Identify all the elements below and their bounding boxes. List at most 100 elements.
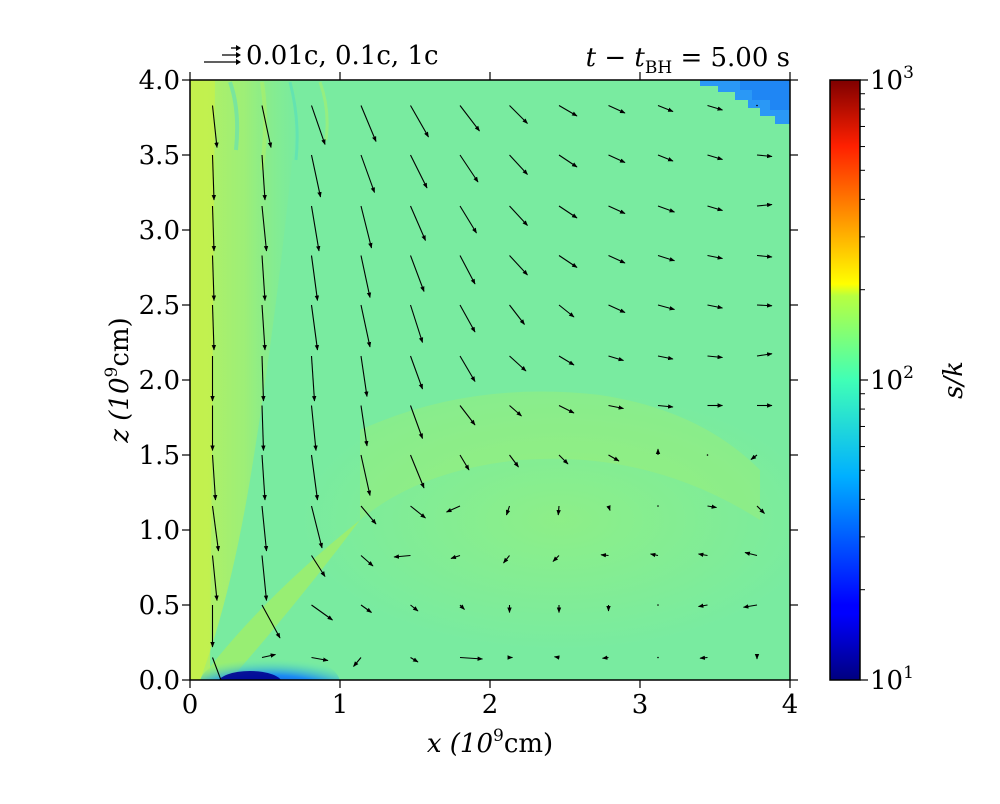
velocity-arrow	[558, 304, 575, 318]
y-tick-label: 0.5	[139, 591, 180, 621]
velocity-arrow	[410, 657, 419, 663]
velocity-arrow	[459, 656, 484, 661]
velocity-arrow	[261, 653, 277, 659]
velocity-arrow	[261, 555, 269, 602]
velocity-arrow	[707, 354, 724, 360]
colorbar-tick-1000: 103	[870, 63, 914, 96]
vector-key: 0.01c, 0.1c, 1c	[204, 41, 439, 71]
y-tick-label: 3.0	[139, 216, 180, 246]
velocity-arrow	[744, 551, 758, 557]
y-tick-label: 2.5	[139, 291, 180, 321]
axis-jet-core	[190, 80, 215, 680]
velocity-arrow	[608, 404, 625, 410]
velocity-arrow	[509, 255, 528, 276]
velocity-arrow	[657, 104, 674, 113]
velocity-arrow	[211, 454, 218, 501]
velocity-arrow	[459, 304, 476, 333]
velocity-arrow	[756, 303, 773, 308]
velocity-arrow	[706, 454, 709, 456]
velocity-arrow	[261, 304, 267, 351]
velocity-arrow	[553, 655, 560, 660]
velocity-arrow	[310, 505, 323, 549]
velocity-arrow	[558, 255, 578, 268]
velocity-arrow	[558, 355, 575, 366]
velocity-arrow	[657, 604, 659, 606]
velocity-arrow	[393, 554, 411, 559]
velocity-arrow	[211, 505, 221, 552]
velocity-arrow	[608, 205, 626, 215]
y-tick-labels: 0.0 0.5 1.0 1.5 2.0 2.5 3.0 3.5 4.0	[139, 66, 180, 696]
velocity-arrow	[657, 304, 676, 311]
velocity-arrow	[558, 405, 575, 414]
velocity-arrow	[657, 656, 659, 659]
velocity-arrow	[459, 355, 476, 382]
velocity-arrow	[657, 355, 674, 361]
velocity-arrow	[360, 454, 372, 497]
x-tick-label: 4	[782, 690, 799, 720]
velocity-arrow	[310, 405, 318, 452]
velocity-arrow	[450, 554, 461, 560]
velocity-arrow	[360, 405, 369, 447]
key-arrowheads	[236, 45, 241, 65]
velocity-arrow	[311, 656, 329, 662]
velocity-arrow	[459, 105, 480, 132]
velocity-arrow	[353, 657, 362, 667]
y-axis-label: z (109cm)	[102, 317, 135, 443]
velocity-arrow	[360, 304, 372, 348]
velocity-arrow	[409, 255, 425, 293]
x-tick-label: 2	[482, 690, 499, 720]
velocity-arrow	[310, 205, 321, 252]
velocity-field	[210, 104, 773, 680]
velocity-arrow	[261, 505, 269, 552]
velocity-arrow	[756, 104, 758, 107]
velocity-arrow	[261, 105, 273, 149]
velocity-arrow	[459, 405, 476, 426]
colorbar-major-ticks	[860, 79, 868, 681]
colorbar-gradient	[830, 80, 860, 680]
velocity-arrow	[360, 105, 377, 143]
velocity-arrow	[608, 355, 625, 362]
velocity-arrow	[409, 454, 425, 489]
velocity-arrow	[707, 254, 724, 260]
entropy-field	[190, 80, 790, 680]
velocity-arrow	[742, 604, 758, 609]
velocity-arrow	[608, 154, 626, 164]
velocity-arrow	[558, 205, 578, 219]
colorbar-label: s/k	[939, 361, 969, 399]
velocity-arrow	[649, 552, 659, 558]
velocity-arrow	[608, 104, 626, 114]
velocity-arrow	[505, 505, 511, 516]
velocity-arrow	[503, 555, 510, 564]
velocity-arrow	[261, 154, 267, 201]
velocity-arrow	[310, 454, 320, 501]
velocity-arrow	[558, 454, 569, 465]
velocity-arrow	[310, 355, 317, 402]
velocity-arrow	[211, 205, 217, 252]
velocity-arrow	[410, 505, 426, 519]
velocity-arrow	[211, 105, 219, 149]
velocity-arrow	[409, 304, 424, 344]
y-tick-label: 3.5	[139, 141, 180, 171]
turbulent-streaks	[228, 81, 329, 171]
y-tick-label: 1.0	[139, 516, 180, 546]
velocity-arrow	[509, 154, 528, 175]
time-annotation: t − tBH = 5.00 s	[586, 43, 790, 78]
velocity-arrow	[360, 154, 376, 194]
velocity-arrow	[211, 657, 222, 680]
velocity-arrow	[697, 603, 708, 608]
velocity-arrow	[459, 205, 477, 234]
entropy-plume	[300, 390, 790, 650]
velocity-arrow	[600, 553, 609, 558]
velocity-arrow	[509, 105, 528, 124]
velocity-arrow	[459, 154, 479, 183]
velocity-arrow	[360, 255, 372, 299]
y-tick-label: 0.0	[139, 666, 180, 696]
velocity-arrow	[459, 255, 476, 285]
x-tick-label: 1	[332, 690, 349, 720]
velocity-arrow	[409, 355, 424, 390]
low-entropy-disk	[200, 653, 340, 680]
velocity-arrow	[310, 255, 320, 302]
velocity-arrow	[608, 454, 620, 462]
vector-key-label: 0.01c, 0.1c, 1c	[246, 41, 439, 71]
velocity-arrow	[261, 355, 266, 402]
